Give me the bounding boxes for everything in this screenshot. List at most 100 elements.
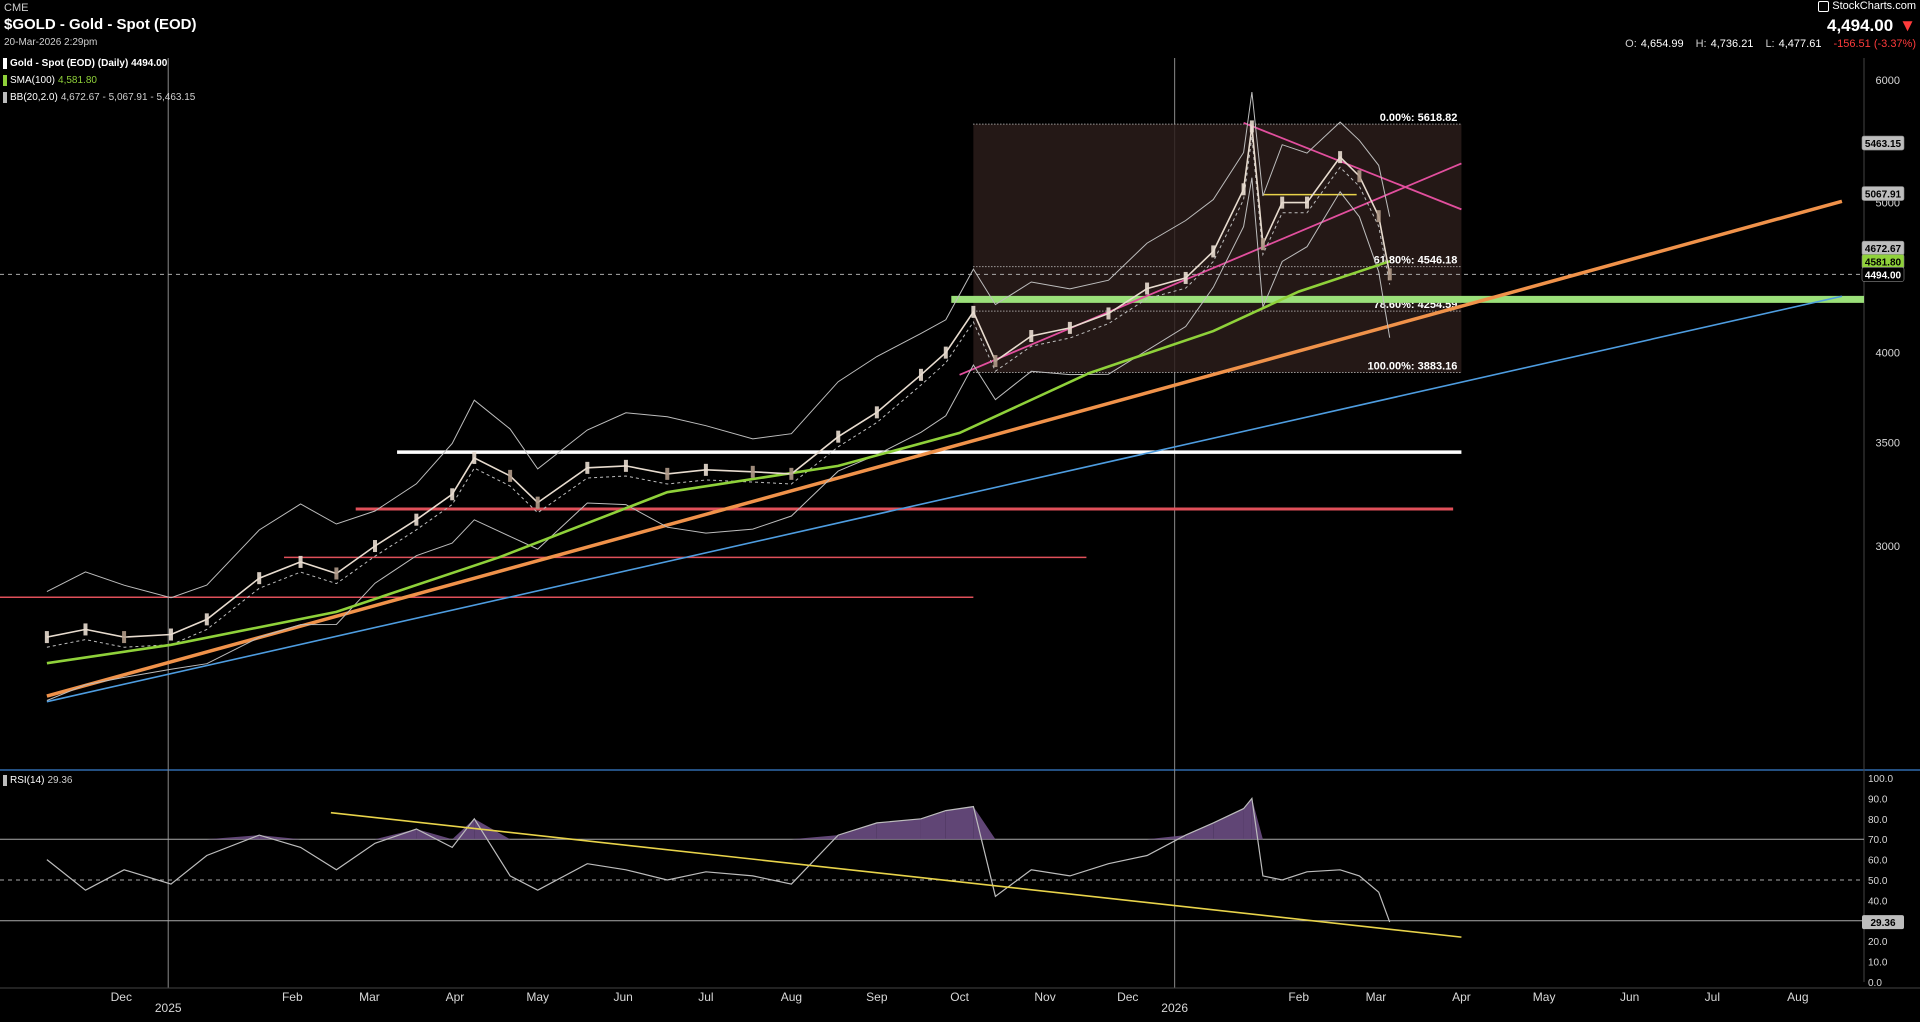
x-axis: Dec 2025 Feb Mar Apr May Jun Jul Aug Sep Oct Nov Dec… bbox=[111, 990, 1809, 1015]
fib-retracement-box bbox=[973, 124, 1462, 373]
timestamp: 20-Mar-2026 2:29pm bbox=[4, 37, 98, 48]
price-candle bbox=[918, 368, 923, 381]
price-candle bbox=[703, 463, 708, 476]
rsi-overbought-fill bbox=[920, 810, 946, 840]
price-candle bbox=[971, 305, 976, 318]
x-axis-month-tick: Nov bbox=[1034, 990, 1055, 1004]
price-candle bbox=[1067, 321, 1072, 334]
legend-sma-swatch bbox=[3, 75, 7, 86]
legend-price-swatch bbox=[3, 58, 7, 69]
price-candle bbox=[750, 465, 755, 478]
price-axis-badge bbox=[1861, 267, 1905, 282]
low-value: 4,477.61 bbox=[1778, 38, 1822, 50]
open-label: O: bbox=[1625, 38, 1637, 50]
x-axis-month-tick: Aug bbox=[781, 990, 802, 1004]
last-price-block: 4,494.00 ▼ bbox=[1827, 16, 1916, 36]
rsi-axis-tick: 10.0 bbox=[1868, 958, 1888, 969]
price-candle bbox=[623, 459, 628, 472]
price-candle bbox=[122, 631, 127, 644]
exchange-label: CME bbox=[4, 2, 29, 14]
price-axis-badge-label: 5067.91 bbox=[1865, 190, 1902, 201]
rsi-overbought-fill bbox=[838, 822, 877, 840]
rsi-overbought-fill bbox=[416, 829, 453, 840]
price-candle bbox=[1338, 151, 1343, 164]
legend-price: Gold - Spot (EOD) (Daily) 4494.00 bbox=[3, 58, 167, 69]
price-axis-tick: 4000 bbox=[1876, 348, 1900, 360]
x-axis-year-tick: 2026 bbox=[1161, 1001, 1188, 1015]
x-axis-month-tick: Oct bbox=[950, 990, 969, 1004]
legend-rsi-value: 29.36 bbox=[47, 775, 73, 786]
trendline-pink_trend bbox=[959, 162, 1462, 376]
rsi-overbought-fill bbox=[945, 806, 974, 840]
price-axis-tick: 6000 bbox=[1876, 75, 1900, 87]
rsi-overbought-fill bbox=[1243, 798, 1252, 840]
x-axis-month-tick: Feb bbox=[282, 990, 303, 1004]
price-axis-badge-label: 4494.00 bbox=[1865, 270, 1902, 281]
legend-bb-swatch bbox=[3, 92, 7, 103]
price-candle bbox=[414, 513, 419, 526]
x-axis-month-tick: Sep bbox=[866, 990, 888, 1004]
rsi-axis-tick: 80.0 bbox=[1868, 815, 1888, 826]
price-candle bbox=[257, 572, 262, 585]
price-candle bbox=[44, 631, 49, 644]
brand-logo[interactable]: StockCharts.com bbox=[1818, 0, 1916, 12]
x-axis-month-tick: May bbox=[526, 990, 549, 1004]
legend-bb-values: 4,672.67 - 5,067.91 - 5,463.15 bbox=[60, 92, 196, 103]
low-label: L: bbox=[1765, 38, 1775, 50]
price-candle bbox=[168, 628, 173, 641]
rsi-overbought-fill bbox=[452, 818, 475, 840]
rsi-axis-tick: 0.0 bbox=[1868, 978, 1882, 989]
rsi-overbought-fill bbox=[791, 835, 839, 840]
price-candle bbox=[450, 488, 455, 501]
ohlc-row: O: 4,654.99 H: 4,736.21 L: 4,477.61 -156… bbox=[1625, 38, 1916, 50]
last-price: 4,494.00 bbox=[1826, 16, 1894, 35]
legend-rsi-swatch bbox=[3, 775, 7, 786]
price-axis-tick: 3500 bbox=[1876, 437, 1900, 449]
price-axis-badge-label: 4581.80 bbox=[1865, 257, 1902, 268]
legend-sma: SMA(100) 4,581.80 bbox=[3, 75, 97, 86]
bollinger-upper bbox=[46, 92, 1391, 599]
x-axis-month-tick: Jun bbox=[1620, 990, 1639, 1004]
x-axis-month-tick: Jul bbox=[1705, 990, 1720, 1004]
x-axis-year-tick: 2025 bbox=[155, 1001, 182, 1015]
open-value: 4,654.99 bbox=[1640, 38, 1684, 50]
x-axis-month-tick: Dec bbox=[1117, 990, 1138, 1004]
price-candle bbox=[1260, 238, 1265, 251]
price-candle bbox=[1241, 183, 1246, 196]
fib-level-label: 100.00%: 3883.16 bbox=[1367, 361, 1457, 373]
price-candle bbox=[585, 461, 590, 474]
x-axis-month-tick: Apr bbox=[1452, 990, 1471, 1004]
price-axis-tick: 3000 bbox=[1876, 541, 1900, 553]
price-axis-badge-label: 5463.15 bbox=[1865, 139, 1902, 150]
bollinger-middle bbox=[46, 136, 1391, 648]
change-value: -156.51 (-3.37%) bbox=[1833, 38, 1916, 50]
rsi-overbought-fill bbox=[1147, 835, 1186, 840]
trendline-blue_trend bbox=[46, 295, 1843, 703]
brand-icon bbox=[1818, 0, 1830, 12]
trendline-orange_trend bbox=[46, 199, 1843, 698]
fib-level-label: 61.80%: 4546.18 bbox=[1374, 255, 1458, 267]
price-candle bbox=[1280, 196, 1285, 209]
price-candle bbox=[298, 555, 303, 568]
rsi-overbought-fill bbox=[973, 806, 996, 840]
rsi-axis-tick: 90.0 bbox=[1868, 794, 1888, 805]
price-candle bbox=[1211, 245, 1216, 258]
price-candle bbox=[204, 613, 209, 626]
legend-rsi: RSI(14) 29.36 bbox=[3, 775, 72, 786]
rsi-overbought-fill bbox=[1185, 822, 1214, 840]
legend-price-label: Gold - Spot (EOD) (Daily) 4494.00 bbox=[10, 58, 168, 69]
price-axis-badge bbox=[1861, 135, 1905, 151]
rsi-overbought-fill bbox=[876, 818, 921, 840]
rsi-overbought-fill bbox=[375, 829, 417, 840]
rsi-axis-tick: 20.0 bbox=[1868, 937, 1888, 948]
price-axis-badge bbox=[1861, 186, 1905, 201]
x-axis-month-tick: Jun bbox=[613, 990, 632, 1004]
price-candle bbox=[334, 567, 339, 580]
legend-sma-label: SMA(100) bbox=[10, 75, 56, 86]
price-candle bbox=[83, 623, 88, 636]
price-candle bbox=[1376, 210, 1381, 223]
price-candle bbox=[472, 451, 477, 464]
trendline-pink_trend bbox=[1243, 121, 1462, 211]
